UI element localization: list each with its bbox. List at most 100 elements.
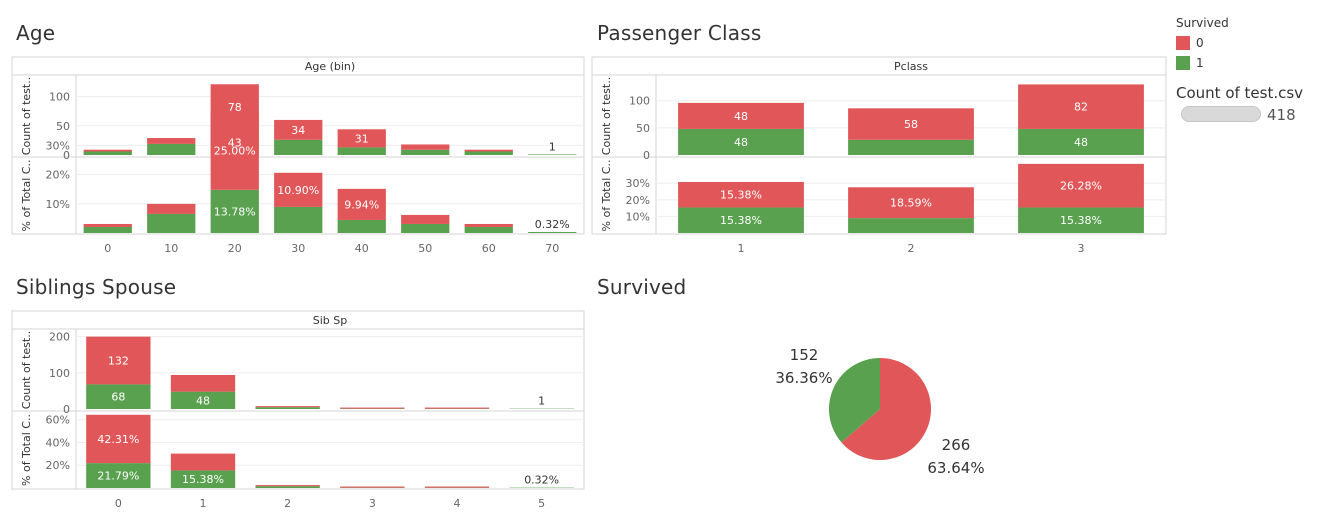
age-pct-bar-1-7 [528, 231, 577, 233]
pclass-pct-axis-title: % of Total C.. [600, 160, 613, 232]
pie-count-label-1: 152 [790, 346, 819, 364]
sibsp-pct-bar-0-3 [340, 486, 405, 488]
sibsp-count-label-1-0: 68 [111, 391, 125, 404]
sibsp-count-bar-0-2 [255, 406, 320, 408]
sibsp-pct-bar-0-1 [170, 453, 236, 471]
pclass-title: Passenger Class [597, 21, 762, 45]
sibsp-count-tick-1: 100 [49, 367, 70, 380]
sibsp-x-tick-1: 1 [200, 497, 207, 510]
sibsp-count-bar-1-2 [255, 407, 320, 409]
pclass-pct-bar-0-1 [848, 187, 974, 219]
pie-slice-0 [841, 358, 931, 460]
age-x-tick-7: 70 [545, 242, 559, 255]
sibsp-count-bar-0-4 [424, 407, 490, 409]
sibsp-pct-label-0-0: 42.31% [97, 433, 139, 446]
pclass-pct-tick-0: 30% [626, 177, 650, 190]
sibsp-pct-label-1-1: 15.38% [182, 473, 224, 486]
legend-item-1[interactable]: 1 [1176, 56, 1229, 70]
age-count-bar-0-3 [274, 119, 323, 140]
pclass-x-tick-2: 3 [1078, 242, 1085, 255]
sibsp-x-tick-0: 0 [115, 497, 122, 510]
sibsp-pct-bar-0-2 [255, 485, 320, 487]
age-x-tick-2: 20 [228, 242, 242, 255]
age-chart[interactable]: Age (bin) Count of test.. % of Total C.. 1 0… [0, 0, 600, 270]
sibsp-title: Siblings Spouse [16, 275, 177, 299]
sibsp-count-label-1-1: 48 [196, 394, 210, 407]
age-x-tick-5: 50 [418, 242, 432, 255]
age-pct-bar-0-2 [210, 111, 259, 190]
age-count-bar-0-1 [147, 138, 196, 144]
age-count-label-1-2: 43 [228, 136, 242, 149]
age-header: Age (bin) [305, 60, 355, 73]
legend-label-0: 0 [1196, 36, 1204, 50]
age-count-bar-1-6 [464, 151, 513, 155]
pie-pct-label-1: 36.36% [775, 369, 832, 387]
sibsp-count-bar-1-0 [86, 384, 151, 409]
pie-slice-1 [829, 358, 880, 443]
age-pct-label-0-2: 25.00% [214, 145, 256, 158]
sibsp-count-axis-title: Count of test.. [20, 331, 33, 409]
pclass-chart[interactable]: Pclass Count of test.. % of Total C.. 100 50… [580, 0, 1180, 270]
pclass-count-bar-0-1 [848, 108, 974, 140]
sibsp-pct-label-1-5: 0.32% [524, 474, 559, 487]
legend-item-0[interactable]: 0 [1176, 36, 1229, 50]
age-pct-bar-0-6 [464, 223, 513, 227]
age-pct-bar-1-4 [337, 219, 386, 233]
sibsp-count-label-1-5: 1 [538, 395, 545, 408]
age-pct-bar-1-2 [210, 189, 259, 233]
age-count-bar-1-5 [401, 149, 450, 155]
age-count-label-0-4: 31 [355, 132, 369, 145]
age-count-axis-title: Count of test.. [20, 77, 33, 155]
survived-title: Survived [597, 275, 687, 299]
pclass-header: Pclass [894, 60, 928, 73]
age-count-bar-1-0 [83, 151, 132, 155]
age-x-tick-0: 0 [104, 242, 111, 255]
age-x-tick-4: 40 [355, 242, 369, 255]
pie-count-label-0: 266 [942, 436, 971, 454]
pclass-pct-label-1-2: 15.38% [1060, 214, 1102, 227]
sibsp-pct-bar-1-2 [255, 486, 320, 488]
age-pct-bar-0-3 [274, 172, 323, 207]
pclass-pct-tick-2: 10% [626, 210, 650, 223]
sibsp-header: Sib Sp [313, 314, 348, 327]
sibsp-pct-bar-0-0 [86, 414, 151, 464]
sibsp-frame [11, 310, 585, 490]
sibsp-count-bar-1-1 [170, 391, 236, 409]
age-count-bar-1-1 [147, 143, 196, 155]
age-count-bar-0-4 [337, 129, 386, 148]
legend-title: Survived [1176, 16, 1229, 30]
sibsp-pct-tick-2: 20% [46, 459, 70, 472]
pclass-pct-bar-1-0 [678, 207, 804, 233]
age-count-label-0-3: 34 [291, 124, 305, 137]
age-count-tick-1: 50 [56, 120, 70, 133]
age-pct-bar-1-1 [147, 213, 196, 233]
sibsp-x-tick-2: 2 [284, 497, 291, 510]
pclass-pct-label-0-1: 18.59% [890, 197, 932, 210]
survived-pie-chart[interactable]: 266 63.64% 152 36.36% [700, 300, 1060, 510]
sibsp-pct-label-1-0: 21.79% [97, 470, 139, 483]
pclass-pct-bar-1-2 [1018, 207, 1144, 233]
pclass-count-bar-1-2 [1018, 128, 1144, 155]
pclass-pct-tick-1: 20% [626, 194, 650, 207]
pclass-count-label-1-0: 48 [734, 136, 748, 149]
age-count-bar-1-3 [274, 139, 323, 155]
pclass-pct-label-1-0: 15.38% [720, 214, 762, 227]
age-title: Age [16, 21, 56, 45]
sibsp-pct-tick-0: 60% [46, 414, 70, 427]
age-pct-bar-1-5 [401, 223, 450, 233]
age-pct-tick-1: 20% [46, 169, 70, 182]
pclass-count-tick-1: 50 [636, 122, 650, 135]
legend-swatch-1 [1176, 56, 1190, 70]
age-pct-bar-1-0 [83, 226, 132, 233]
sibsp-x-tick-3: 3 [369, 497, 376, 510]
age-count-label-1-7: 1 [549, 140, 556, 153]
sibsp-count-bar-0-3 [340, 407, 405, 409]
pclass-count-bar-1-1 [848, 139, 974, 155]
age-pct-bar-1-6 [464, 226, 513, 233]
age-pct-axis-title: % of Total C.. [20, 160, 33, 232]
age-x-tick-6: 60 [482, 242, 496, 255]
sibsp-pct-bar-1-1 [170, 470, 236, 488]
age-count-bar-0-5 [401, 144, 450, 150]
pclass-count-label-0-2: 82 [1074, 101, 1088, 114]
